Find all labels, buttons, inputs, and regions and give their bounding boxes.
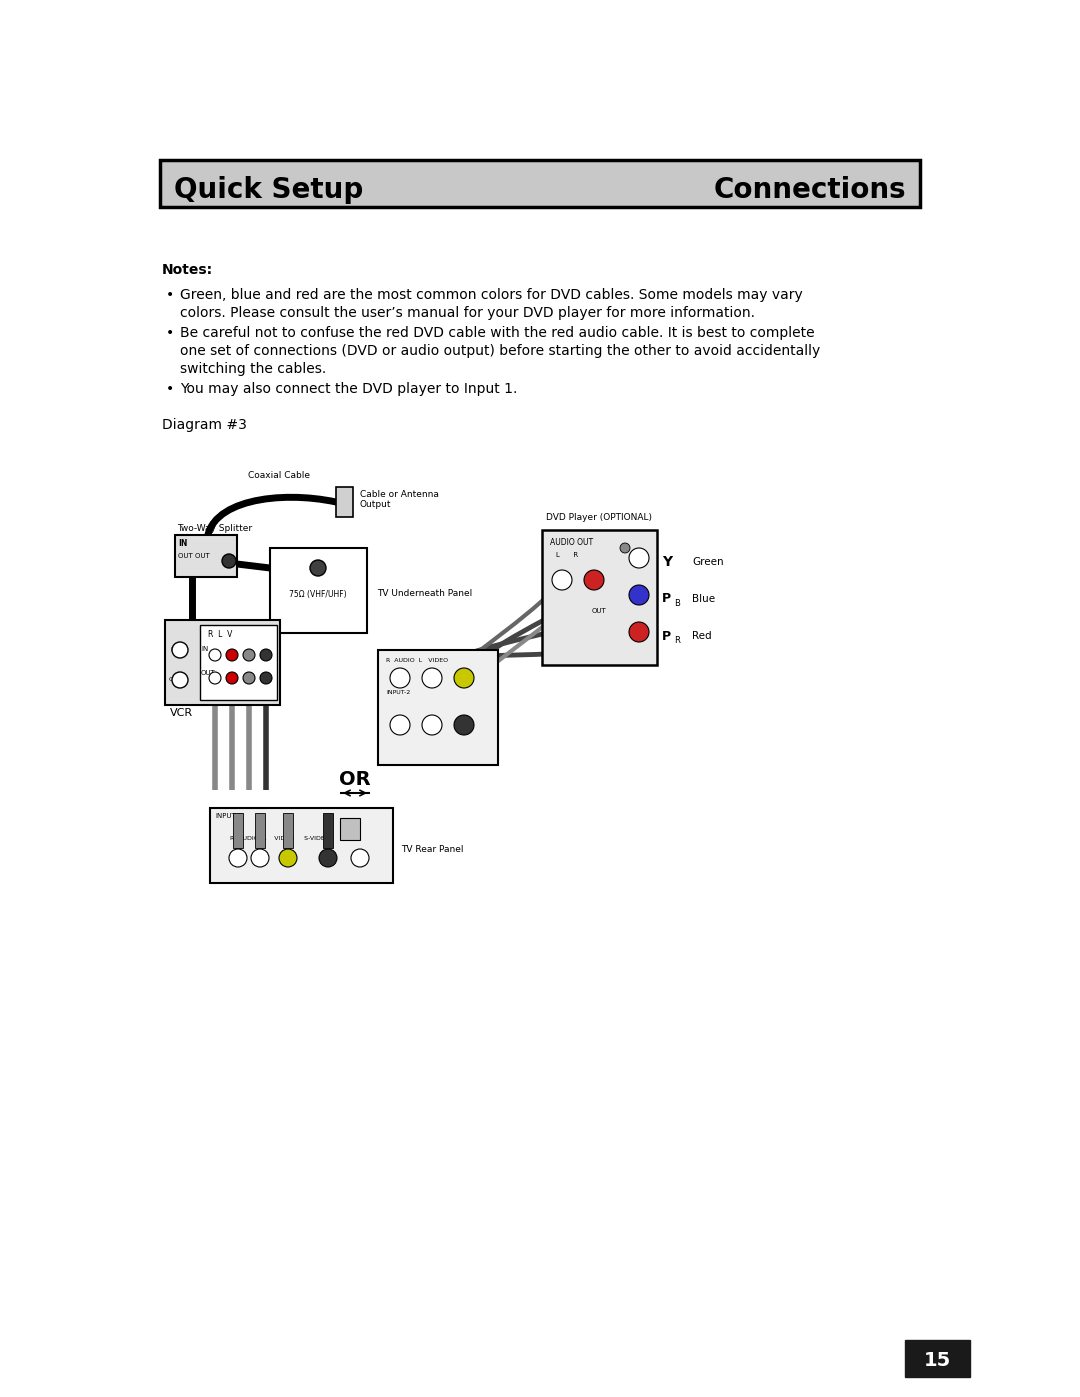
Circle shape — [172, 672, 188, 687]
Circle shape — [629, 548, 649, 569]
Circle shape — [422, 668, 442, 687]
Text: Y: Y — [662, 555, 672, 569]
Text: INPUT-2: INPUT-2 — [386, 690, 410, 694]
Circle shape — [229, 849, 247, 868]
Text: IN: IN — [201, 645, 208, 652]
Circle shape — [210, 672, 221, 685]
Text: IN: IN — [178, 539, 187, 548]
Bar — [283, 813, 293, 848]
Text: Coaxial Cable: Coaxial Cable — [248, 471, 310, 481]
Text: OUT: OUT — [592, 608, 607, 615]
Bar — [165, 620, 280, 705]
Text: OUT: OUT — [201, 671, 216, 676]
Circle shape — [243, 650, 255, 661]
Circle shape — [279, 849, 297, 868]
Text: Red: Red — [692, 631, 712, 641]
Bar — [905, 1340, 970, 1377]
Text: 75Ω (VHF/UHF): 75Ω (VHF/UHF) — [289, 591, 347, 599]
Text: VCR: VCR — [170, 708, 193, 718]
Text: Connections: Connections — [714, 176, 906, 204]
Text: TV Underneath Panel: TV Underneath Panel — [377, 590, 472, 598]
Circle shape — [226, 650, 238, 661]
Circle shape — [260, 650, 272, 661]
Bar — [270, 548, 367, 633]
Bar — [175, 535, 237, 577]
Text: one set of connections (DVD or audio output) before starting the other to avoid : one set of connections (DVD or audio out… — [180, 344, 820, 358]
Circle shape — [552, 570, 572, 590]
Text: You may also connect the DVD player to Input 1.: You may also connect the DVD player to I… — [180, 381, 517, 395]
Text: Cable or Antenna
Output: Cable or Antenna Output — [360, 490, 438, 510]
Text: INPUT-3: INPUT-3 — [215, 813, 242, 819]
Bar — [340, 819, 360, 840]
Text: Be careful not to confuse the red DVD cable with the red audio cable. It is best: Be careful not to confuse the red DVD ca… — [180, 326, 814, 339]
Text: OUT: OUT — [168, 678, 183, 682]
Text: OUT OUT: OUT OUT — [178, 553, 210, 559]
Circle shape — [222, 555, 237, 569]
Text: P: P — [662, 630, 671, 643]
Text: DVD Player (OPTIONAL): DVD Player (OPTIONAL) — [546, 513, 652, 522]
Text: Quick Setup: Quick Setup — [174, 176, 363, 204]
Text: •: • — [166, 381, 174, 395]
Text: OR: OR — [339, 770, 370, 789]
Bar — [210, 807, 393, 883]
Circle shape — [390, 715, 410, 735]
Text: Blue: Blue — [692, 594, 715, 604]
Text: Green, blue and red are the most common colors for DVD cables. Some models may v: Green, blue and red are the most common … — [180, 288, 802, 302]
Text: IN: IN — [170, 647, 177, 652]
Text: Notes:: Notes: — [162, 263, 213, 277]
Circle shape — [620, 543, 630, 553]
Circle shape — [629, 585, 649, 605]
Text: B: B — [674, 599, 680, 608]
Text: Diagram #3: Diagram #3 — [162, 418, 247, 432]
Text: Two-Way Splitter: Two-Way Splitter — [177, 524, 252, 534]
Text: P: P — [662, 592, 671, 605]
Text: R  AUDIO  L   VIDEO: R AUDIO L VIDEO — [386, 658, 448, 664]
Circle shape — [243, 672, 255, 685]
Text: switching the cables.: switching the cables. — [180, 362, 326, 376]
Bar — [255, 813, 265, 848]
Text: AUDIO OUT: AUDIO OUT — [550, 538, 593, 548]
Text: •: • — [166, 288, 174, 302]
Bar — [378, 650, 498, 766]
Text: Green: Green — [692, 557, 724, 567]
Text: 15: 15 — [923, 1351, 950, 1369]
Circle shape — [172, 643, 188, 658]
Text: OVER: OVER — [343, 820, 356, 826]
Circle shape — [319, 849, 337, 868]
Circle shape — [226, 672, 238, 685]
Text: R  L  V: R L V — [208, 630, 232, 638]
Bar — [323, 813, 333, 848]
Text: colors. Please consult the user’s manual for your DVD player for more informatio: colors. Please consult the user’s manual… — [180, 306, 755, 320]
Circle shape — [210, 650, 221, 661]
Text: TV Rear Panel: TV Rear Panel — [401, 845, 463, 854]
Circle shape — [260, 672, 272, 685]
Bar — [200, 624, 276, 700]
Bar — [160, 161, 920, 207]
Circle shape — [629, 622, 649, 643]
Circle shape — [310, 560, 326, 576]
Circle shape — [584, 570, 604, 590]
Bar — [233, 813, 243, 848]
Circle shape — [390, 668, 410, 687]
Circle shape — [454, 668, 474, 687]
Text: L      R: L R — [556, 552, 578, 557]
Text: R: R — [674, 636, 680, 645]
Circle shape — [251, 849, 269, 868]
Bar — [542, 529, 657, 665]
Circle shape — [454, 715, 474, 735]
Circle shape — [351, 849, 369, 868]
Bar — [336, 488, 353, 517]
Text: •: • — [166, 326, 174, 339]
Circle shape — [422, 715, 442, 735]
Text: R  AUDIO  L    VIDEO     S-VIDEO: R AUDIO L VIDEO S-VIDEO — [230, 835, 329, 841]
